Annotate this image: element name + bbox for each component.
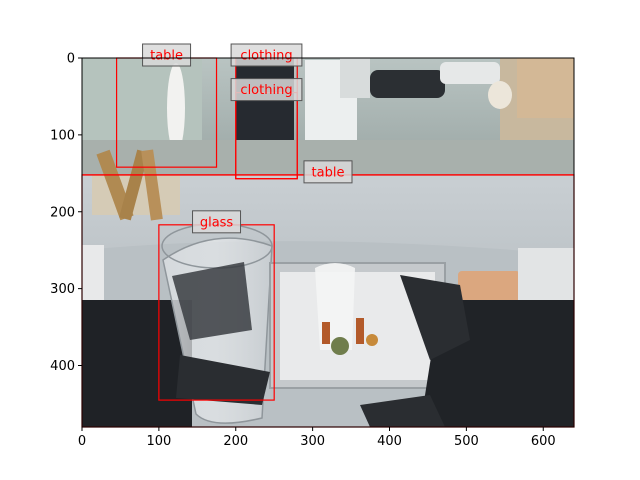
detection-layer: table clothing clothing table glass: [81, 43, 575, 428]
detection-label: clothing: [240, 83, 292, 98]
detection-label-bg: [192, 210, 242, 234]
y-tick-label: 400: [50, 359, 75, 374]
x-tick-label: 400: [377, 434, 402, 449]
scene-photo: [82, 58, 574, 427]
detection-label: table: [150, 49, 183, 64]
x-axis: 0 100 200 300 400 500 600: [78, 427, 556, 449]
plot-frame: [81, 57, 575, 428]
x-tick-label: 100: [146, 434, 171, 449]
detection-label: clothing: [240, 49, 292, 64]
x-tick-label: 0: [78, 434, 86, 449]
x-tick-label: 300: [300, 434, 325, 449]
y-tick-label: 100: [50, 128, 75, 143]
x-tick-label: 500: [454, 434, 479, 449]
detection-label-bg: [230, 43, 303, 67]
detection-label: glass: [200, 215, 234, 230]
y-tick-label: 200: [50, 205, 75, 220]
y-axis: 0 100 200 300 400: [50, 52, 82, 374]
detection-label-bg: [230, 78, 303, 102]
y-tick-label: 0: [67, 52, 75, 67]
y-tick-label: 300: [50, 282, 75, 297]
x-tick-label: 200: [223, 434, 248, 449]
detection-label-bg: [303, 160, 353, 184]
detection-label-bg: [142, 43, 192, 67]
detection-label: table: [312, 165, 345, 180]
x-tick-label: 600: [531, 434, 556, 449]
